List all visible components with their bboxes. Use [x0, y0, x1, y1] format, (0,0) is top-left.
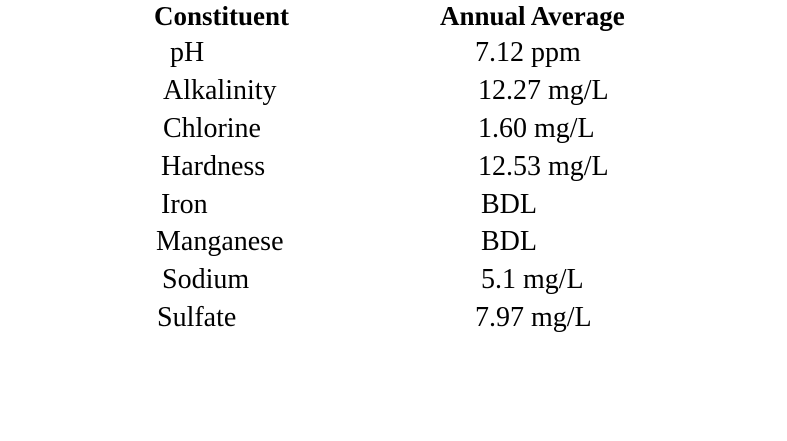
header-annual-average: Annual Average [440, 1, 625, 31]
row-value: 1.60 mg/L [478, 113, 595, 144]
row-constituent: Chlorine [163, 113, 261, 144]
row-constituent: Alkalinity [163, 75, 277, 106]
row-value: 7.97 mg/L [475, 302, 592, 333]
row-constituent: Iron [161, 189, 208, 220]
row-value: BDL [481, 226, 537, 257]
row-constituent: Manganese [156, 226, 284, 257]
row-value: 12.53 mg/L [478, 151, 609, 182]
row-value: BDL [481, 189, 537, 220]
row-value: 7.12 ppm [475, 37, 581, 68]
row-constituent: Sulfate [157, 302, 237, 333]
row-value: 5.1 mg/L [481, 264, 584, 295]
row-constituent: pH [170, 37, 205, 68]
header-constituent: Constituent [154, 1, 290, 31]
row-constituent: Hardness [161, 151, 266, 182]
row-value: 12.27 mg/L [478, 75, 609, 106]
row-constituent: Sodium [162, 264, 250, 295]
